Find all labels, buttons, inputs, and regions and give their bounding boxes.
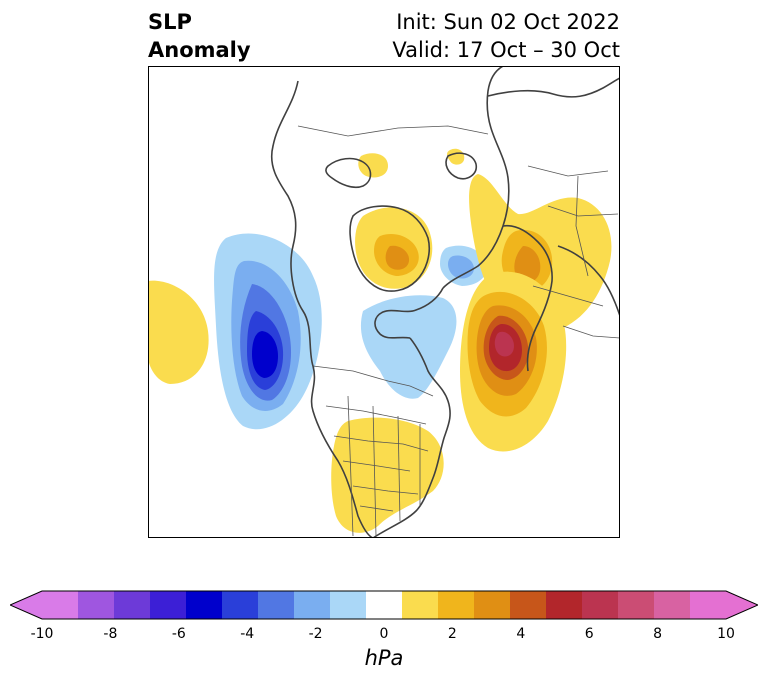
title-line-2: Anomaly: [148, 38, 251, 62]
colorbar-segment: [690, 591, 727, 619]
colorbar-tick-label: 4: [516, 626, 526, 642]
date-info: Init: Sun 02 Oct 2022 Valid: 17 Oct – 30…: [392, 8, 620, 64]
colorbar-segment: [186, 591, 223, 619]
colorbar-tick-label: 8: [653, 626, 663, 642]
colorbar-segment: [78, 591, 115, 619]
colorbar-ticks: -10 -8 -6 -4 -2 0 2 4 6 8 10: [0, 626, 768, 644]
colorbar-segment: [222, 591, 259, 619]
colorbar-segment: [42, 591, 79, 619]
greenland-high: [355, 207, 433, 289]
colorbar-tick-label: 2: [447, 626, 457, 642]
north-atlantic-high: [460, 271, 567, 452]
colorbar-under-arrow: [10, 591, 42, 619]
colorbar-segment: [294, 591, 331, 619]
colorbar-svg: [8, 590, 760, 620]
colorbar-segment: [618, 591, 655, 619]
colorbar-segment: [546, 591, 583, 619]
anomaly-map: [148, 66, 620, 538]
colorbar-segment: [114, 591, 151, 619]
map-border: [148, 66, 620, 538]
colorbar-tick-label: 6: [584, 626, 594, 642]
colorbar-tick-label: -6: [171, 626, 186, 642]
colorbar-tick-label: -10: [30, 626, 54, 642]
coastlines: [270, 66, 620, 538]
anomaly-fields: [148, 148, 612, 533]
colorbar-segment: [474, 591, 511, 619]
chart-title: SLP Anomaly: [148, 8, 251, 64]
colorbar-segment: [330, 591, 367, 619]
colorbar-tick-label: -4: [240, 626, 255, 642]
colorbar-tick-label: 0: [379, 626, 389, 642]
title-line-1: SLP: [148, 10, 192, 34]
valid-range: Valid: 17 Oct – 30 Oct: [392, 38, 620, 62]
colorbar-segment: [366, 591, 403, 619]
pacific-low-anomaly: [214, 233, 322, 430]
colorbar-segment: [150, 591, 187, 619]
colorbar-segment: [258, 591, 295, 619]
colorbar-segment: [510, 591, 547, 619]
init-date: Init: Sun 02 Oct 2022: [396, 10, 620, 34]
colorbar-tick-label: -8: [103, 626, 118, 642]
colorbar-tick-label: 10: [717, 626, 735, 642]
colorbar-segment: [654, 591, 691, 619]
political-borders: [297, 125, 620, 537]
colorbar: [8, 590, 760, 620]
hudson-bay-low: [360, 295, 457, 399]
colorbar-unit: hPa: [364, 646, 404, 670]
map-svg: [148, 66, 620, 538]
arctic-high-small: [358, 153, 388, 178]
colorbar-over-arrow: [726, 591, 758, 619]
colorbar-segment: [402, 591, 439, 619]
colorbar-segment: [438, 591, 475, 619]
colorbar-tick-label: -2: [308, 626, 323, 642]
central-pacific-high: [148, 280, 209, 384]
eastern-us-high: [331, 417, 444, 533]
colorbar-segment: [582, 591, 619, 619]
